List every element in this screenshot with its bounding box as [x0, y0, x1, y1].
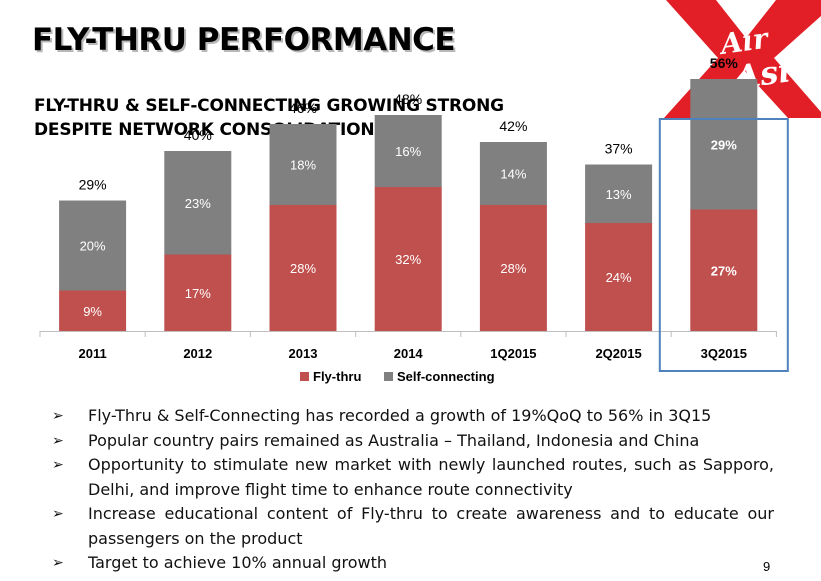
x-tick-label: 1Q2015 [490, 346, 536, 361]
bar-self-connecting-2Q2015 [585, 164, 653, 223]
bullet-text: Popular country pairs remained as Austra… [88, 430, 700, 450]
data-label: 14% [500, 167, 526, 182]
bar-self-connecting-1Q2015 [479, 142, 547, 205]
bullet-text: Increase educational content of Fly-thru… [88, 504, 774, 548]
arrow-bullet-icon: ➢ [52, 457, 64, 473]
data-label: 16% [395, 144, 421, 159]
total-label: 46% [289, 100, 317, 116]
bullet-text: Opportunity to stimulate new market with… [88, 455, 774, 499]
x-tick-label: 2012 [183, 346, 212, 361]
bar-fly-thru-1Q2015 [479, 205, 547, 331]
x-tick-label: 2Q2015 [595, 346, 641, 361]
x-tick-label: 2014 [394, 346, 424, 361]
total-label: 37% [605, 141, 633, 157]
page-number: 9 [763, 559, 771, 574]
logo-text-air: Air [716, 21, 772, 61]
total-label: 29% [79, 177, 107, 193]
legend-swatch-fly-thru [300, 372, 309, 381]
bullet-item: ➢ Fly-Thru & Self-Connecting has recorded… [52, 404, 774, 429]
data-label: 27% [711, 263, 737, 278]
total-label: 56% [710, 55, 739, 71]
bullet-item: ➢ Increase educational content of Fly-thr… [52, 502, 774, 551]
x-tick-label: 3Q2015 [701, 346, 747, 361]
x-tick-label: 2013 [289, 346, 318, 361]
data-label: 28% [290, 261, 316, 276]
bullet-list: ➢ Fly-Thru & Self-Connecting has recorded… [52, 404, 774, 576]
legend-label: Self-connecting [397, 369, 495, 384]
data-label: 17% [185, 286, 211, 301]
x-tick-label: 2011 [78, 346, 106, 361]
bar-self-connecting-2012 [164, 151, 232, 255]
legend-swatch-self-connecting [384, 372, 393, 381]
arrow-bullet-icon: ➢ [52, 506, 64, 522]
data-label: 9% [83, 304, 102, 319]
bar-self-connecting-2014 [374, 115, 442, 187]
bar-fly-thru-2013 [269, 205, 337, 331]
arrow-bullet-icon: ➢ [52, 432, 64, 449]
arrow-bullet-icon: ➢ [52, 555, 64, 571]
bar-fly-thru-3Q2015 [690, 209, 758, 331]
subtitle-line-1: FLY-THRU & SELF-CONNECTING GROWING STRON… [34, 96, 504, 116]
total-label: 48% [394, 91, 422, 107]
arrow-bullet-icon: ➢ [52, 408, 64, 424]
data-label: 29% [711, 137, 737, 152]
bar-self-connecting-2011 [59, 200, 127, 291]
bullet-item: ➢ Target to achieve 10% annual growth [52, 551, 774, 576]
data-label: 13% [606, 187, 632, 202]
stacked-bar-chart: 9% 20% 29% 2011 17% 23% 40% 2012 28% 18% 46% 2013 32… [39, 55, 789, 384]
data-label: 18% [290, 158, 316, 173]
bar-fly-thru-2014 [374, 187, 442, 331]
bar-self-connecting-2013 [269, 124, 337, 205]
bar-self-connecting-3Q2015 [690, 79, 758, 210]
bullet-item: ➢ Opportunity to stimulate new market wit… [52, 453, 774, 502]
data-label: 24% [606, 270, 632, 285]
bullet-text: Fly-Thru & Self-Connecting has recorded … [88, 406, 712, 425]
data-label: 28% [500, 261, 526, 276]
bullet-text: Target to achieve 10% annual growth [88, 553, 388, 572]
bar-fly-thru-2012 [164, 254, 232, 331]
page-title: FLY-THRU PERFORMANCE [32, 22, 456, 58]
total-label: 42% [499, 118, 527, 134]
highlight-box [658, 118, 789, 372]
bar-fly-thru-2Q2015 [585, 223, 653, 331]
bullet-item: ➢ Popular country pairs remained as Austr… [52, 429, 774, 454]
data-label: 23% [185, 196, 211, 211]
legend-label: Fly-thru [313, 369, 361, 384]
data-label: 20% [80, 239, 106, 254]
data-label: 32% [395, 252, 421, 267]
bar-fly-thru-2011 [59, 290, 127, 331]
total-label: 40% [184, 127, 212, 143]
